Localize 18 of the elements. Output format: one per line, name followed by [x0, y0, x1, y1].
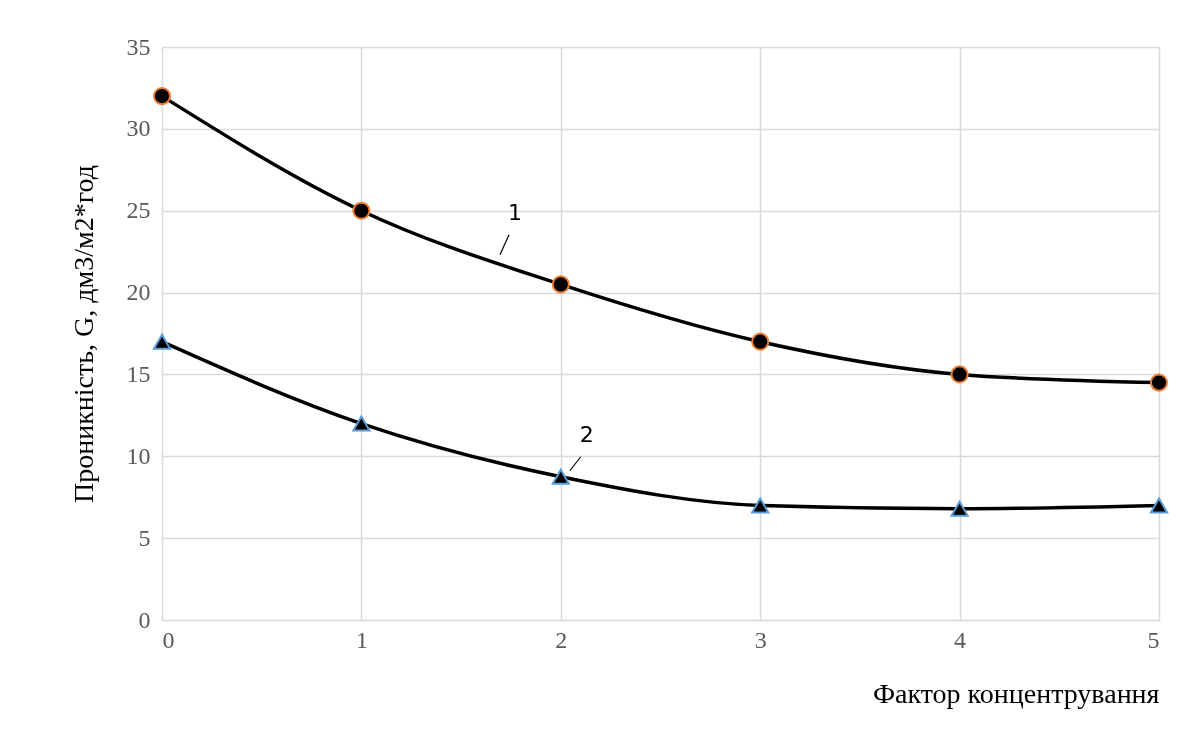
x-tick-label: 2 — [555, 626, 568, 653]
y-tick-label: 5 — [138, 524, 151, 551]
series-label: 1 — [507, 199, 522, 225]
y-tick-label: 15 — [126, 360, 151, 387]
y-tick-label: 0 — [138, 606, 151, 633]
x-tick-label: 4 — [954, 626, 967, 653]
x-tick-label: 1 — [355, 626, 368, 653]
x-axis-title: Фактор концентрування — [872, 677, 1160, 709]
x-tick-label: 3 — [754, 626, 767, 653]
x-tick-label: 5 — [1147, 626, 1160, 653]
y-axis-title: Проникність, G, дм3/м2*год — [67, 165, 99, 503]
y-tick-label: 25 — [126, 197, 151, 224]
x-tick-label: 0 — [162, 626, 175, 653]
y-tick-label: 35 — [126, 33, 151, 60]
series-label: 2 — [579, 421, 594, 447]
y-tick-label: 30 — [126, 115, 151, 142]
y-tick-label: 20 — [126, 279, 151, 306]
y-tick-label: 10 — [126, 442, 151, 469]
